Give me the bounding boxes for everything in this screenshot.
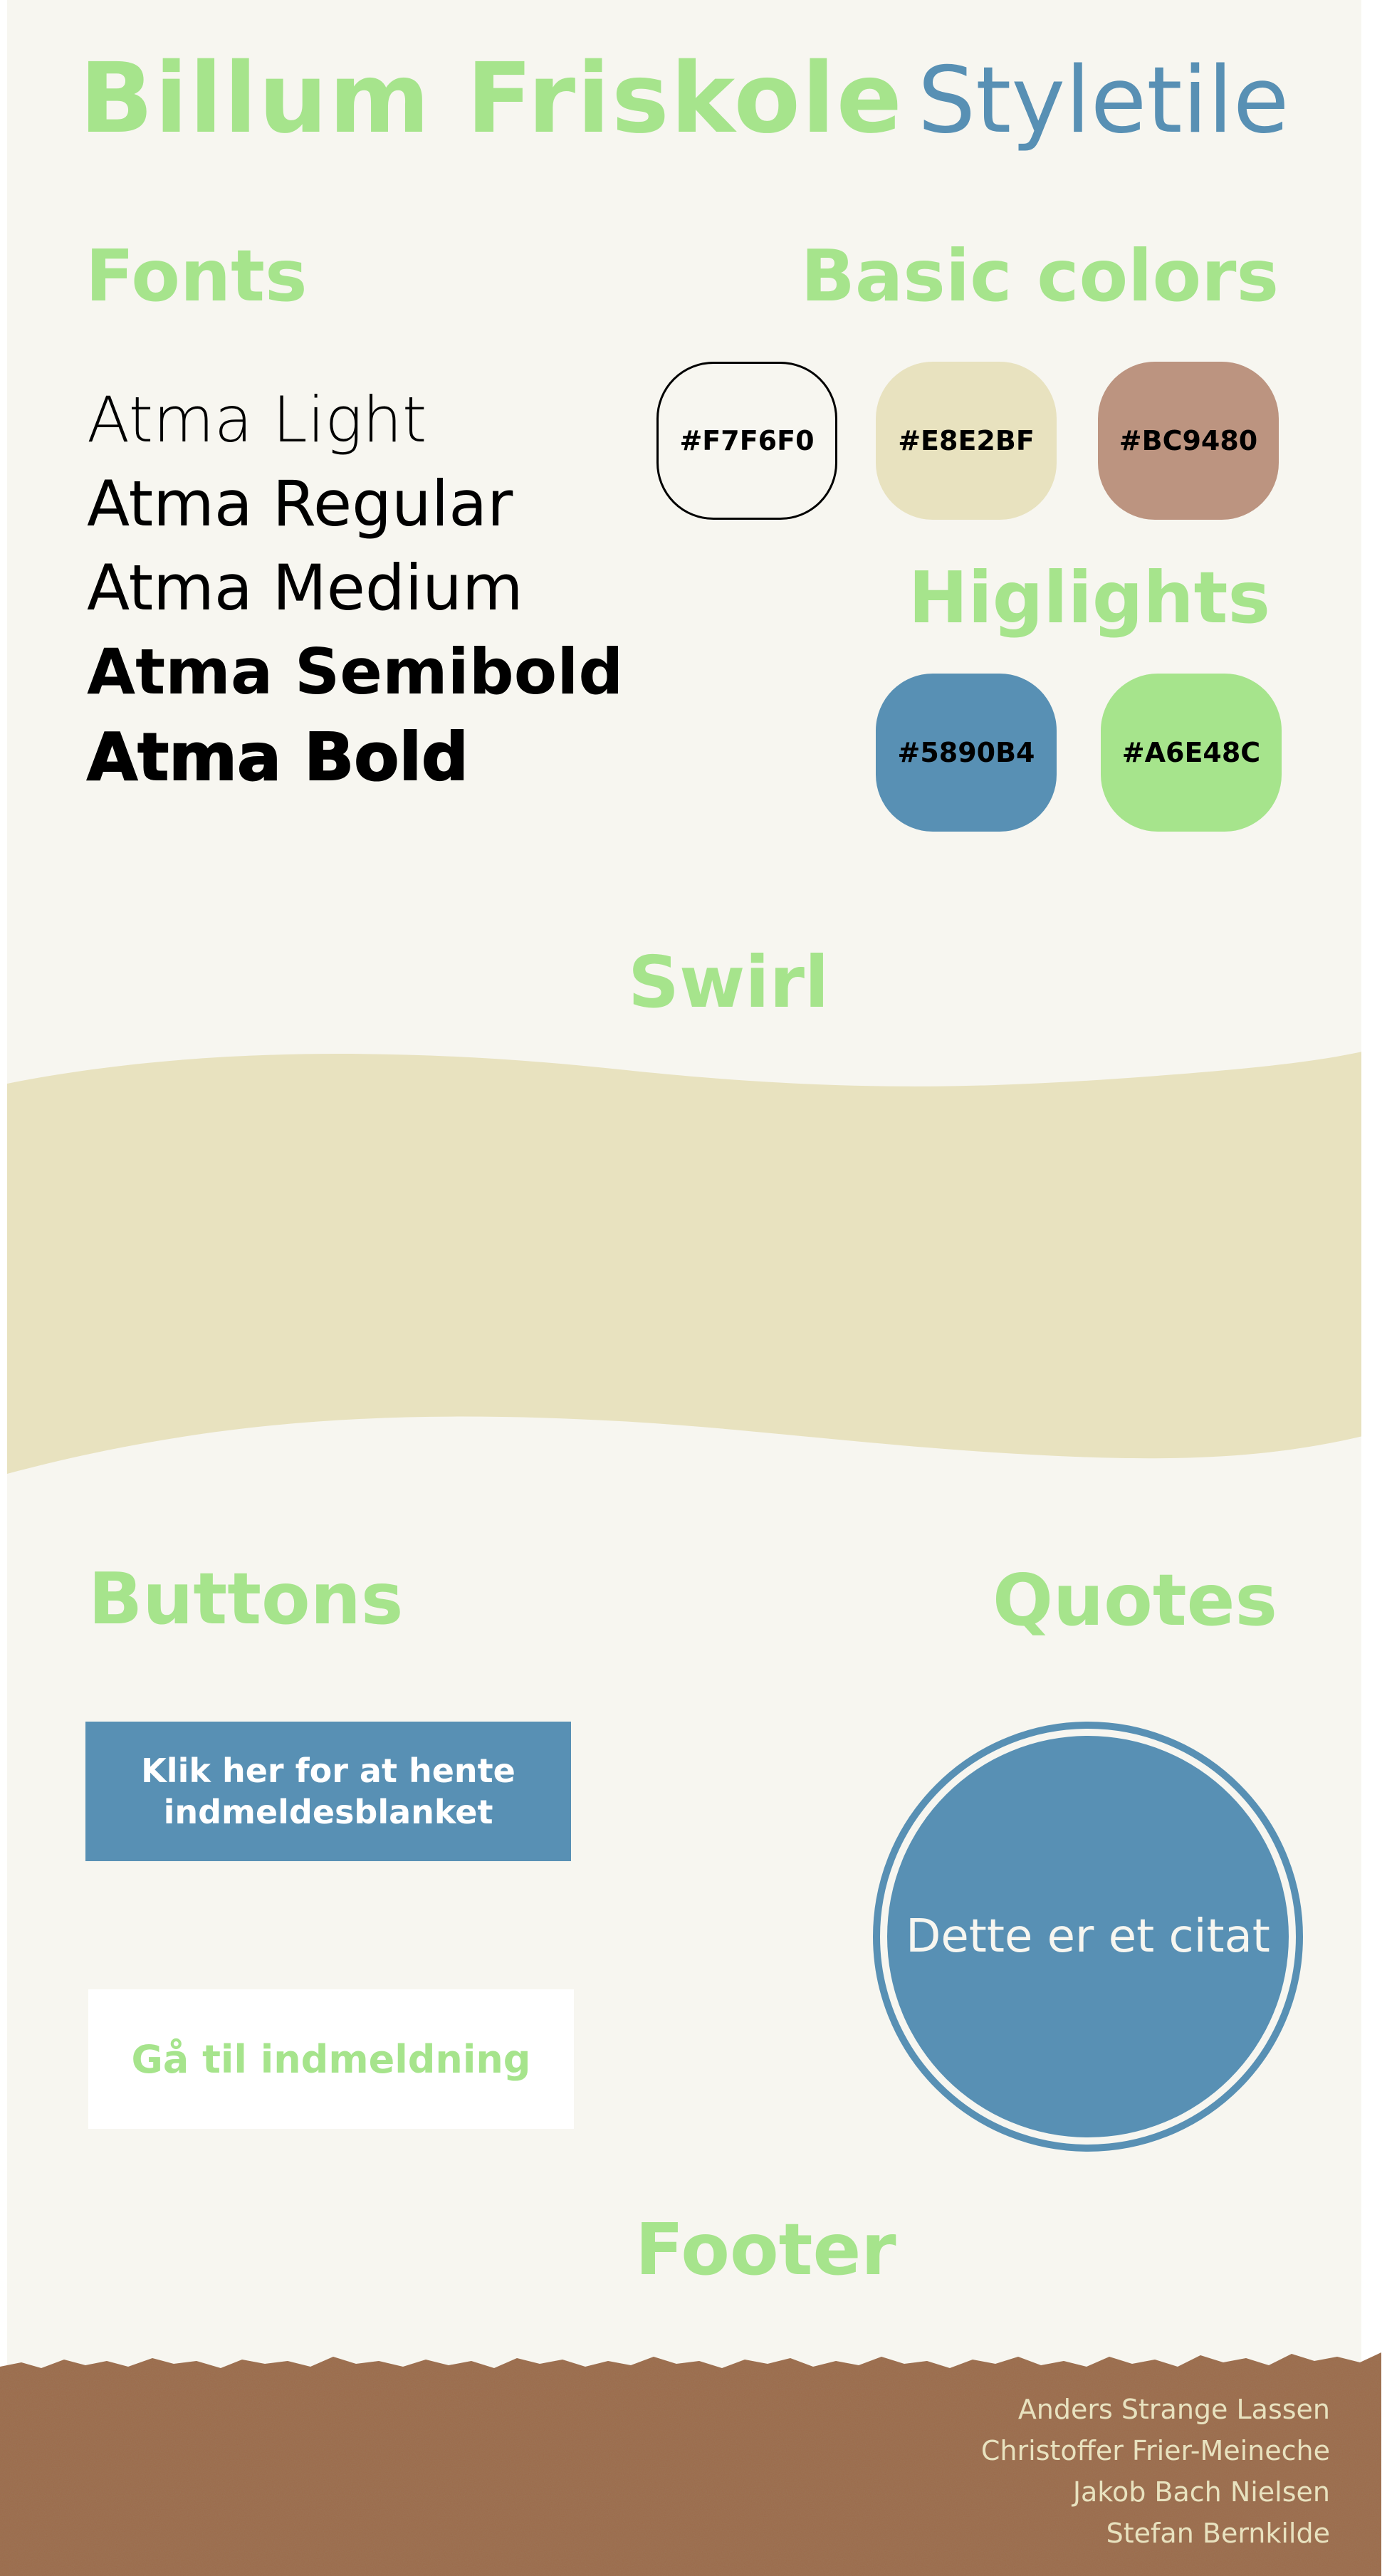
font-sample-light: Atma Light	[87, 383, 427, 456]
font-sample-semibold: Atma Semibold	[87, 635, 624, 708]
go-to-signup-button[interactable]: Gå til indmeldning	[88, 1989, 574, 2129]
swatch-label: #BC9480	[1119, 425, 1258, 456]
swatch-label: #A6E48C	[1121, 737, 1261, 768]
credit-name: Anders Strange Lassen	[1017, 2394, 1330, 2425]
font-sample-medium: Atma Medium	[87, 551, 523, 624]
swirl-shape	[7, 1052, 1361, 1474]
title-sub: Styletile	[917, 48, 1289, 154]
credit-name: Jakob Bach Nielsen	[1072, 2476, 1330, 2508]
highlights-heading: Higlights	[908, 556, 1270, 639]
quote-text: Dette er et citat	[906, 1910, 1270, 1963]
styletile-page: Billum Friskole Styletile Fonts Atma Ligh…	[7, 0, 1361, 2576]
color-swatch-f7f6f0: #F7F6F0	[656, 362, 837, 520]
footer-texture	[0, 2352, 1381, 2576]
footer-heading: Footer	[635, 2208, 896, 2291]
font-sample-regular: Atma Regular	[87, 467, 513, 540]
basic-colors-heading: Basic colors	[800, 234, 1279, 318]
swatch-label: #5890B4	[897, 737, 1035, 768]
swirl-heading: Swirl	[628, 941, 829, 1024]
color-swatch-bc9480: #BC9480	[1098, 362, 1279, 520]
credit-name: Christoffer Frier-Meineche	[980, 2435, 1330, 2466]
fonts-heading: Fonts	[85, 234, 308, 318]
title-main: Billum Friskole	[79, 43, 904, 155]
color-swatch-5890b4: #5890B4	[876, 674, 1057, 832]
footer: Anders Strange Lassen Christoffer Frier-…	[0, 2335, 1381, 2576]
swatch-label: #F7F6F0	[679, 425, 815, 456]
color-swatch-e8e2bf: #E8E2BF	[876, 362, 1057, 520]
swatch-label: #E8E2BF	[898, 425, 1035, 456]
font-sample-bold: Atma Bold	[86, 719, 469, 795]
quotes-heading: Quotes	[992, 1559, 1277, 1642]
color-swatch-a6e48c: #A6E48C	[1101, 674, 1282, 832]
quote-circle: Dette er et citat	[887, 1736, 1289, 2137]
page-title: Billum Friskole Styletile	[7, 43, 1361, 155]
download-form-button[interactable]: Klik her for at hente indmeldesblanket	[85, 1722, 571, 1861]
buttons-heading: Buttons	[88, 1557, 404, 1640]
credit-name: Stefan Bernkilde	[1106, 2518, 1330, 2549]
footer-credits: Anders Strange Lassen Christoffer Frier-…	[981, 2389, 1330, 2554]
